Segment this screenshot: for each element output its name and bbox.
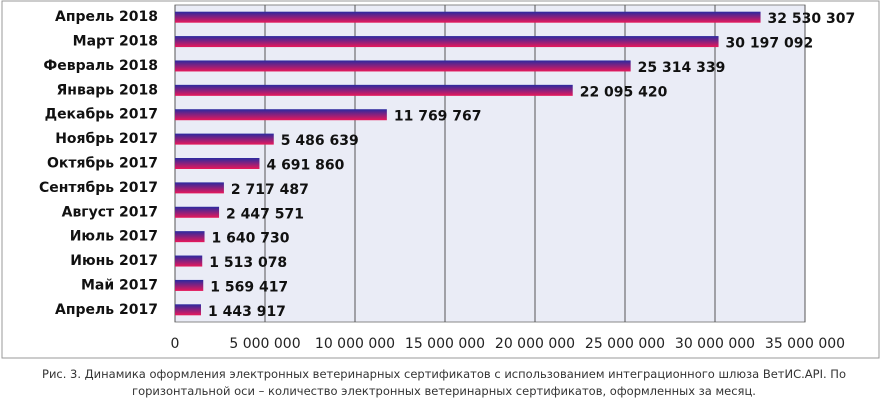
y-tick-label: Май 2017: [81, 277, 158, 293]
value-label: 5 486 639: [281, 133, 359, 149]
value-label: 22 095 420: [580, 84, 668, 100]
value-label: 32 530 307: [768, 11, 856, 27]
y-tick-label: Апрель 2018: [55, 9, 158, 25]
bar: [175, 255, 203, 267]
bar: [175, 11, 761, 23]
value-label: 4 691 860: [266, 158, 344, 174]
y-tick-label: Ноябрь 2017: [55, 131, 158, 147]
y-tick-label: Апрель 2017: [55, 302, 158, 318]
value-label: 1 513 078: [209, 255, 287, 271]
bar: [175, 279, 204, 291]
y-tick-label: Июнь 2017: [70, 253, 158, 269]
y-tick-label: Декабрь 2017: [45, 107, 158, 123]
bar: [175, 133, 274, 145]
x-tick-label: 5 000 000: [229, 336, 300, 352]
value-label: 11 769 767: [394, 109, 482, 125]
y-tick-label: Февраль 2018: [43, 58, 158, 74]
bar: [175, 206, 220, 218]
bar: [175, 84, 573, 96]
bar: [175, 182, 224, 194]
y-tick-label: Октябрь 2017: [47, 156, 158, 172]
caption: Рис. 3. Динамика оформления электронных …: [42, 367, 846, 398]
bar: [175, 60, 631, 72]
x-tick-label: 30 000 000: [675, 336, 755, 352]
bar: [175, 36, 719, 48]
bar: [175, 109, 387, 121]
y-tick-label: Март 2018: [73, 34, 158, 50]
bar: [175, 231, 205, 243]
x-tick-label: 0: [171, 336, 180, 352]
bar: [175, 304, 201, 316]
x-tick-label: 35 000 000: [765, 336, 845, 352]
value-label: 1 640 730: [212, 231, 290, 247]
bar: [175, 158, 260, 169]
value-label: 1 569 417: [210, 279, 288, 295]
chart: 0 5 000 000 10 000 000 15 000 000 20 000 000…: [1, 0, 880, 359]
x-tick-label: 20 000 000: [495, 336, 575, 352]
y-tick-label: Январь 2018: [57, 82, 158, 98]
y-tick-label: Июль 2017: [70, 229, 158, 245]
value-label: 2 717 487: [231, 182, 309, 198]
x-tick-label: 25 000 000: [585, 336, 665, 352]
value-label: 2 447 571: [226, 206, 304, 222]
value-label: 1 443 917: [208, 304, 286, 320]
x-tick-label: 15 000 000: [405, 336, 485, 352]
value-label: 25 314 339: [638, 60, 726, 76]
x-tick-label: 10 000 000: [315, 336, 395, 352]
y-tick-label: Сентябрь 2017: [39, 180, 158, 196]
plot-area: [174, 4, 806, 323]
value-label: 30 197 092: [726, 36, 814, 52]
y-tick-label: Август 2017: [62, 204, 158, 220]
